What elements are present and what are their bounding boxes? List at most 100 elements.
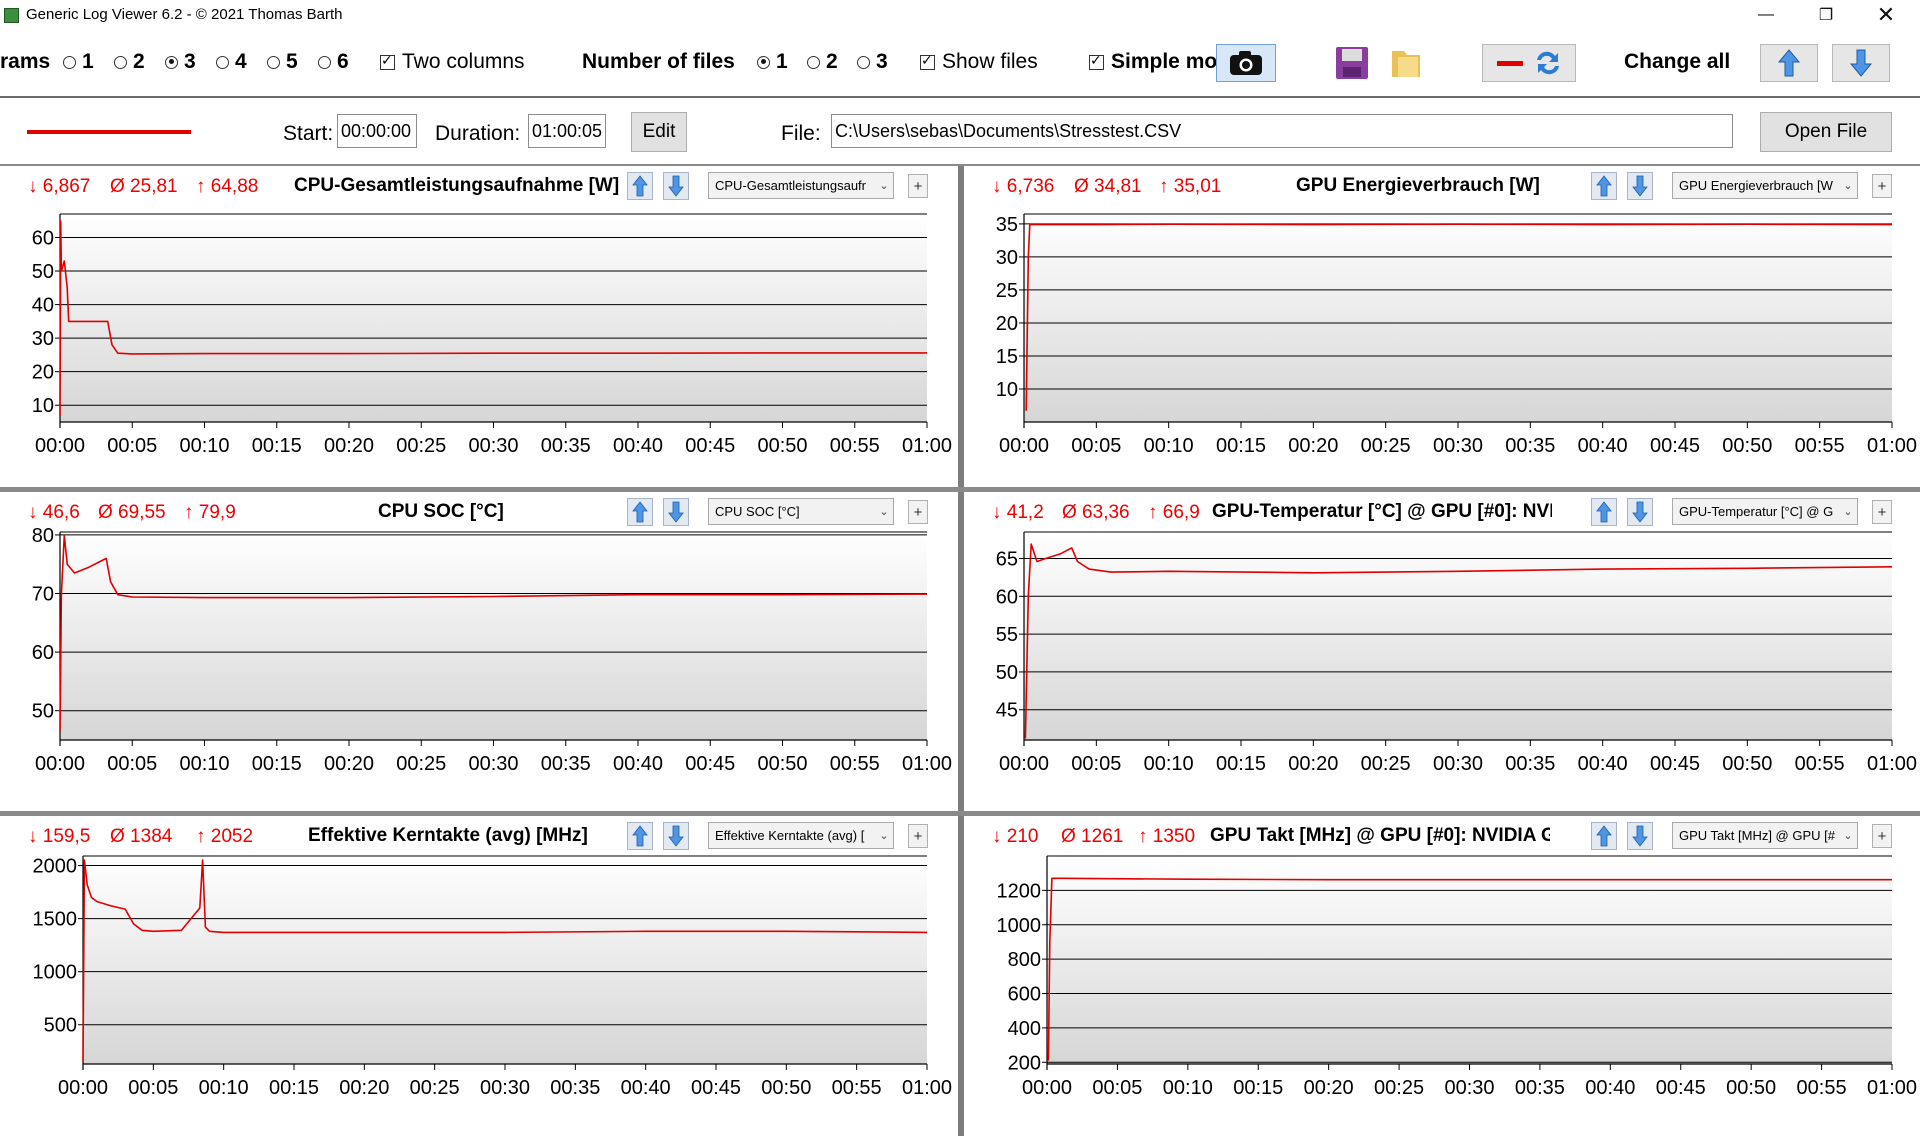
add-series-button[interactable]: + — [1872, 174, 1892, 198]
y-tick-label: 1000 — [997, 915, 1042, 937]
stat-min: ↓ 210 — [992, 826, 1039, 847]
arrow-down-icon — [1632, 825, 1648, 847]
y-tick-label: 30 — [996, 247, 1018, 269]
edit-button[interactable]: Edit — [631, 112, 687, 152]
column-separator — [958, 166, 964, 1136]
move-down-button[interactable] — [663, 498, 689, 526]
move-down-button[interactable] — [1627, 822, 1653, 850]
radio-icon — [114, 55, 127, 69]
radio-icon — [807, 55, 820, 69]
x-tick-label: 00:20 — [1288, 753, 1338, 775]
chevron-down-icon: ⌄ — [879, 830, 889, 842]
two-columns-checkbox[interactable]: Two columns — [380, 50, 525, 74]
duration-field[interactable]: 01:00:05 — [528, 114, 606, 148]
screenshot-button[interactable] — [1216, 44, 1276, 82]
save-button[interactable] — [1333, 44, 1371, 82]
x-tick-label: 00:55 — [1797, 1077, 1847, 1099]
arrow-down-icon — [1849, 49, 1873, 77]
diagram-radio-3[interactable]: 3 — [165, 50, 196, 74]
diagram-radio-4[interactable]: 4 — [216, 50, 247, 74]
x-tick-label: 00:40 — [1585, 1077, 1635, 1099]
x-tick-label: 00:55 — [1795, 435, 1845, 457]
x-tick-label: 00:50 — [761, 1077, 811, 1099]
move-up-button[interactable] — [1591, 498, 1617, 526]
series-select[interactable]: GPU-Temperatur [°C] @ G ⌄ — [1672, 498, 1858, 525]
move-up-button[interactable] — [1591, 172, 1617, 200]
show-files-checkbox[interactable]: Show files — [920, 50, 1038, 74]
file-controls: Start: 00:00:00 Duration: 01:00:05 Edit … — [0, 98, 1920, 166]
radio-icon — [318, 55, 331, 69]
y-tick-label: 10 — [32, 395, 54, 417]
series-select[interactable]: Effektive Kerntakte (avg) [⌄ — [708, 822, 894, 849]
x-tick-label: 00:25 — [1361, 435, 1411, 457]
move-up-button[interactable] — [627, 172, 653, 200]
line-style-button[interactable] — [1482, 44, 1576, 82]
open-folder-button[interactable] — [1387, 44, 1425, 82]
line-chart: 45 50 55 60 65 00:00 00:05 00:10 00:15 00:20 00:25… — [996, 531, 1917, 775]
chart-header: ↓ 46,6 Ø 69,55 ↑ 79,9 CPU SOC [°C] CPU SOC [… — [0, 492, 958, 526]
y-tick-label: 65 — [996, 548, 1018, 570]
add-series-button[interactable]: + — [1872, 500, 1892, 524]
move-down-button[interactable] — [663, 822, 689, 850]
x-tick-label: 00:35 — [541, 753, 591, 775]
series-select[interactable]: CPU-Gesamtleistungsaufr ⌄ — [708, 172, 894, 199]
checkbox-icon — [1089, 52, 1104, 70]
move-down-button[interactable] — [1627, 498, 1653, 526]
move-down-button[interactable] — [663, 172, 689, 200]
close-icon[interactable]: ✕ — [1876, 2, 1896, 27]
x-tick-label: 00:20 — [324, 435, 374, 457]
plot-area — [1024, 214, 1892, 422]
y-tick-label: 45 — [996, 700, 1018, 722]
files-radio-2[interactable]: 2 — [807, 50, 838, 74]
radio-icon — [267, 55, 280, 69]
series-select[interactable]: CPU SOC [°C] ⌄ — [708, 498, 894, 525]
x-tick-label: 00:40 — [613, 753, 663, 775]
y-tick-label: 500 — [44, 1015, 77, 1037]
arrow-up-icon — [1596, 501, 1612, 523]
move-up-button[interactable] — [627, 822, 653, 850]
x-tick-label: 00:05 — [107, 435, 157, 457]
add-series-button[interactable]: + — [1872, 824, 1892, 848]
diagram-radio-6[interactable]: 6 — [318, 50, 349, 74]
open-file-button[interactable]: Open File — [1760, 112, 1892, 152]
x-tick-label: 00:25 — [1374, 1077, 1424, 1099]
series-select[interactable]: GPU Energieverbrauch [W ⌄ — [1672, 172, 1858, 199]
move-all-down-button[interactable] — [1832, 44, 1890, 82]
simple-mode-checkbox[interactable]: Simple mo — [1089, 50, 1217, 74]
diagram-radio-5[interactable]: 5 — [267, 50, 298, 74]
diagram-radio-2[interactable]: 2 — [114, 50, 145, 74]
move-up-button[interactable] — [627, 498, 653, 526]
x-tick-label: 00:55 — [830, 435, 880, 457]
series-color-line[interactable] — [27, 130, 191, 134]
move-up-button[interactable] — [1591, 822, 1617, 850]
add-series-button[interactable]: + — [908, 174, 928, 198]
app-icon — [4, 8, 19, 23]
chart-panel: ↓ 6,736 Ø 34,81 ↑ 35,01 GPU Energieverbrauc… — [964, 166, 1920, 487]
series-line — [59, 220, 927, 416]
files-radio-1[interactable]: 1 — [757, 50, 788, 74]
stat-avg: Ø 1261 — [1061, 826, 1124, 847]
file-path-field[interactable]: C:\Users\sebas\Documents\Stresstest.CSV — [831, 114, 1733, 148]
y-tick-label: 20 — [996, 313, 1018, 335]
add-series-button[interactable]: + — [908, 500, 928, 524]
y-tick-label: 40 — [32, 295, 54, 317]
x-tick-label: 00:10 — [199, 1077, 249, 1099]
series-line — [1047, 877, 1892, 1061]
series-line — [82, 859, 928, 1061]
x-tick-label: 01:00 — [902, 1077, 952, 1099]
add-series-button[interactable]: + — [908, 824, 928, 848]
start-field[interactable]: 00:00:00 — [337, 114, 417, 148]
move-down-button[interactable] — [1627, 172, 1653, 200]
series-select[interactable]: GPU Takt [MHz] @ GPU [# ⌄ — [1672, 822, 1858, 849]
diagram-radio-1[interactable]: 1 — [63, 50, 94, 74]
series-select-value: GPU Energieverbrauch [W — [1679, 178, 1833, 193]
y-tick-label: 1200 — [997, 880, 1042, 902]
files-radio-3[interactable]: 3 — [857, 50, 888, 74]
move-all-up-button[interactable] — [1760, 44, 1818, 82]
minimize-icon[interactable]: — — [1758, 6, 1774, 23]
restore-icon[interactable]: ❐ — [1818, 7, 1834, 24]
x-tick-label: 00:55 — [832, 1077, 882, 1099]
arrow-up-icon — [1777, 49, 1801, 77]
toolbar: rams 1 2 3 4 5 6 Two columns Number of f… — [0, 30, 1920, 98]
y-tick-label: 800 — [1008, 949, 1041, 971]
